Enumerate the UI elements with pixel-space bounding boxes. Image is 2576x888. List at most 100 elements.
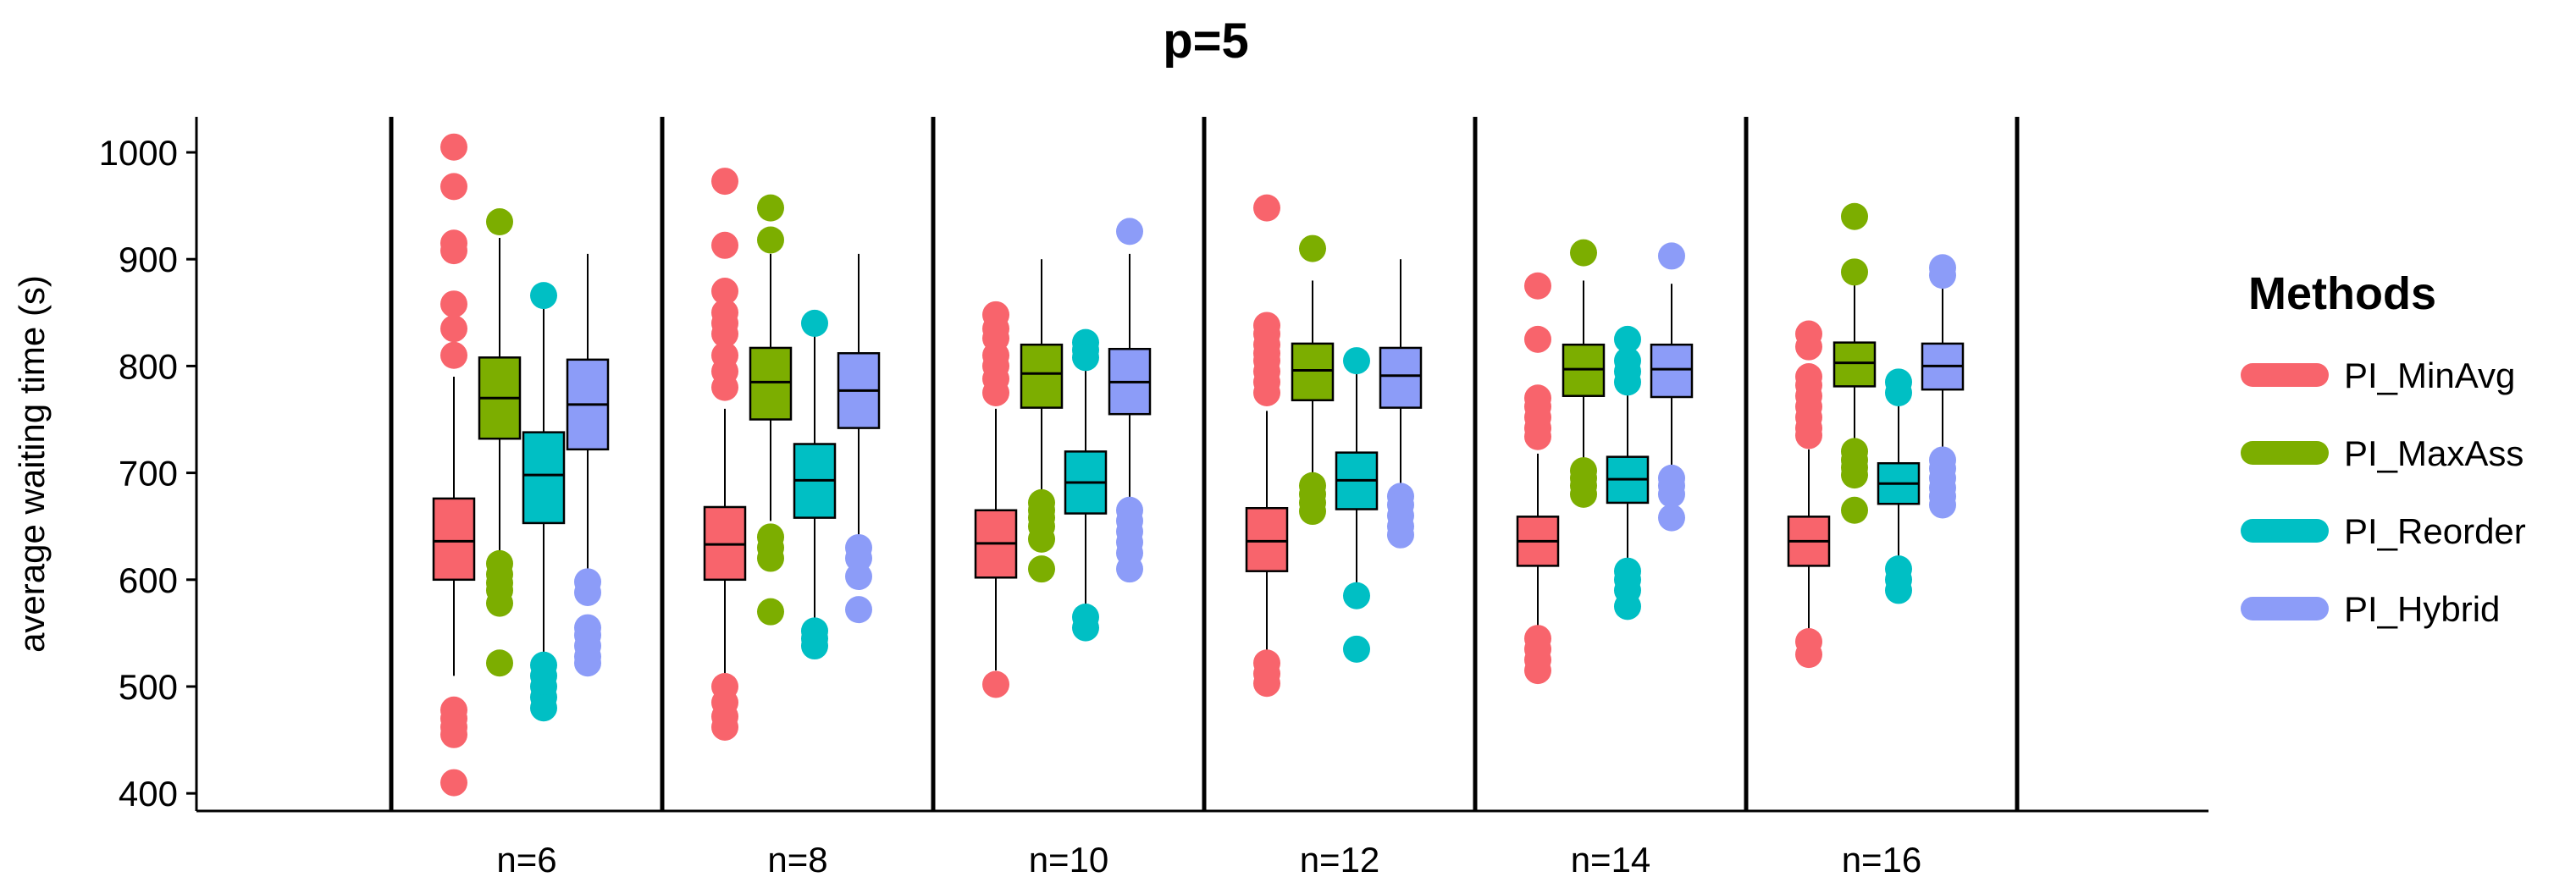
- iqr-box: [1832, 341, 1877, 388]
- iqr-box: [522, 431, 566, 525]
- outlier-point: [1387, 521, 1414, 549]
- box-pi-maxass-n8: [749, 194, 793, 626]
- box-pi-reorder-n16: [1877, 368, 1921, 604]
- outlier-point: [711, 278, 738, 306]
- outlier-point: [1028, 555, 1055, 583]
- outlier-point: [1614, 325, 1641, 353]
- outlier-point: [711, 713, 738, 741]
- outlier-point: [1658, 480, 1685, 508]
- outlier-point: [1524, 657, 1551, 685]
- outlier-point: [530, 694, 557, 722]
- box-pi-reorder-n10: [1064, 328, 1108, 642]
- outlier-point: [711, 320, 738, 348]
- box-pi-reorder-n6: [522, 282, 566, 722]
- iqr-box: [1245, 506, 1289, 572]
- box-pi-minavg-n10: [974, 301, 1018, 698]
- outlier-point: [711, 373, 738, 401]
- outlier-point: [1614, 368, 1641, 396]
- outlier-point: [1885, 576, 1912, 604]
- iqr-box: [1020, 343, 1064, 409]
- x-tick-label: n=16: [1842, 840, 1922, 880]
- outlier-point: [1658, 242, 1685, 270]
- box-pi-minavg-n14: [1516, 272, 1560, 685]
- y-tick-label: 700: [119, 454, 178, 494]
- outlier-point: [1795, 333, 1822, 361]
- box-pi-minavg-n16: [1787, 320, 1831, 669]
- plot-area: [432, 133, 1965, 797]
- outlier-point: [1116, 555, 1143, 583]
- outlier-point: [440, 173, 467, 201]
- outlier-point: [1841, 461, 1868, 489]
- iqr-box: [749, 346, 793, 421]
- outlier-point: [574, 649, 601, 677]
- box-pi-hybrid-n16: [1921, 254, 1965, 519]
- outlier-point: [982, 378, 1009, 406]
- outlier-point: [711, 231, 738, 259]
- outlier-point: [440, 315, 467, 343]
- outlier-point: [1253, 670, 1280, 698]
- iqr-box: [432, 497, 476, 582]
- iqr-box: [1379, 346, 1423, 409]
- box-pi-reorder-n12: [1335, 347, 1379, 663]
- axes: 400 500 600 700 800 900 1000: [99, 117, 2208, 814]
- outlier-point: [530, 282, 557, 310]
- outlier-point: [1524, 325, 1551, 353]
- outlier-point: [1929, 262, 1956, 290]
- outlier-point: [801, 632, 828, 660]
- box-pi-reorder-n14: [1606, 325, 1650, 620]
- outlier-point: [486, 649, 513, 677]
- box-pi-maxass-n12: [1291, 234, 1335, 526]
- outlier-point: [440, 769, 467, 797]
- legend-label-pi-hybrid: PI_Hybrid: [2344, 589, 2500, 629]
- legend-title: Methods: [2248, 268, 2436, 319]
- outlier-point: [1028, 525, 1055, 553]
- outlier-point: [1343, 347, 1370, 375]
- outlier-point: [1885, 378, 1912, 406]
- legend-label-pi-reorder: PI_Reorder: [2344, 511, 2526, 551]
- legend-label-pi-maxass: PI_MaxAss: [2344, 433, 2523, 473]
- outlier-point: [1795, 422, 1822, 450]
- outlier-point: [1570, 239, 1597, 267]
- outlier-point: [486, 589, 513, 617]
- box-pi-maxass-n10: [1020, 259, 1064, 583]
- outlier-point: [757, 598, 784, 626]
- outlier-point: [801, 309, 828, 337]
- outlier-point: [1253, 378, 1280, 406]
- outlier-point: [1116, 218, 1143, 245]
- y-tick-label: 400: [119, 774, 178, 814]
- x-tick-label: n=14: [1571, 840, 1651, 880]
- iqr-box: [1291, 342, 1335, 402]
- y-tick-label: 800: [119, 346, 178, 386]
- box-pi-hybrid-n6: [566, 253, 610, 677]
- outlier-point: [757, 544, 784, 572]
- y-tick-label: 1000: [99, 133, 178, 173]
- x-tick-label: n=8: [767, 840, 827, 880]
- box-pi-minavg-n8: [703, 168, 747, 741]
- outlier-point: [1343, 635, 1370, 663]
- outlier-point: [440, 341, 467, 369]
- outlier-point: [1072, 614, 1099, 642]
- outlier-point: [440, 720, 467, 748]
- box-pi-hybrid-n8: [837, 253, 881, 624]
- outlier-point: [1841, 496, 1868, 524]
- box-pi-hybrid-n10: [1108, 218, 1152, 583]
- outlier-point: [440, 133, 467, 161]
- legend-label-pi-minavg: PI_MinAvg: [2344, 356, 2515, 395]
- y-tick-label: 500: [119, 667, 178, 707]
- group-separators: [389, 117, 2020, 811]
- outlier-point: [440, 290, 467, 318]
- box-pi-maxass-n16: [1832, 202, 1877, 524]
- box-pi-minavg-n12: [1245, 194, 1289, 698]
- outlier-point: [845, 596, 872, 624]
- outlier-point: [1299, 234, 1326, 262]
- outlier-point: [757, 226, 784, 254]
- outlier-point: [1570, 480, 1597, 508]
- outlier-point: [1841, 202, 1868, 230]
- outlier-point: [757, 194, 784, 222]
- y-tick-label: 600: [119, 560, 178, 600]
- iqr-box: [1650, 343, 1694, 399]
- outlier-point: [1614, 593, 1641, 620]
- box-pi-hybrid-n12: [1379, 259, 1423, 549]
- outlier-point: [1343, 582, 1370, 609]
